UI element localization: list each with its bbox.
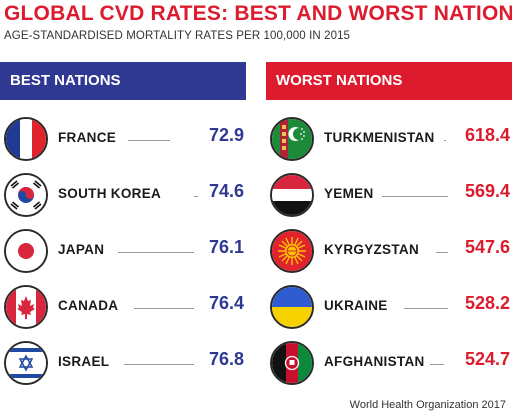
country-label: UKRAINE [324,298,388,313]
table-row: YEMEN 569.4 [270,173,510,219]
value-label: 547.6 [464,237,510,257]
leader-line [194,196,198,197]
leader-line [430,364,444,365]
value-label: 618.4 [464,125,510,145]
turkmenistan-flag-icon [270,117,314,161]
country-label: YEMEN [324,186,374,201]
value-label: 569.4 [464,181,510,201]
table-row: JAPAN 76.1 [4,229,244,275]
chart-subtitle: AGE-STANDARDISED MORTALITY RATES PER 100… [4,30,351,42]
country-label: ISRAEL [58,354,110,369]
leader-line [404,308,448,309]
table-row: AFGHANISTAN 524.7 [270,341,510,387]
worst-nations-header: WORST NATIONS [266,62,512,100]
value-label: 76.8 [208,349,244,369]
leader-line [124,364,194,365]
country-label: AFGHANISTAN [324,354,425,369]
leader-line [444,140,446,141]
country-label: KYRGYZSTAN [324,242,420,257]
country-label: CANADA [58,298,119,313]
value-label: 74.6 [208,181,244,201]
leader-line [134,308,194,309]
table-row: FRANCE 72.9 [4,117,244,163]
table-row: SOUTH KOREA 74.6 [4,173,244,219]
table-row: TURKMENISTAN 618.4 [270,117,510,163]
country-label: JAPAN [58,242,105,257]
value-label: 76.1 [208,237,244,257]
france-flag-icon [4,117,48,161]
table-row: UKRAINE 528.2 [270,285,510,331]
leader-line [118,252,194,253]
canada-flag-icon [4,285,48,329]
israel-flag-icon [4,341,48,385]
afghanistan-flag-icon [270,341,314,385]
south-korea-flag-icon [4,173,48,217]
value-label: 72.9 [208,125,244,145]
country-label: TURKMENISTAN [324,130,435,145]
leader-line [382,196,448,197]
leader-line [436,252,448,253]
ukraine-flag-icon [270,285,314,329]
best-nations-header: BEST NATIONS [0,62,246,100]
table-row: CANADA 76.4 [4,285,244,331]
yemen-flag-icon [270,173,314,217]
source-note: World Health Organization 2017 [349,399,506,411]
chart-title: GLOBAL CVD RATES: BEST AND WORST NATIONS [4,2,512,25]
table-row: ISRAEL 76.8 [4,341,244,387]
japan-flag-icon [4,229,48,273]
leader-line [128,140,170,141]
country-label: SOUTH KOREA [58,186,162,201]
table-row: KYRGYZSTAN 547.6 [270,229,510,275]
country-label: FRANCE [58,130,117,145]
value-label: 524.7 [464,349,510,369]
kyrgyzstan-flag-icon [270,229,314,273]
value-label: 528.2 [464,293,510,313]
value-label: 76.4 [208,293,244,313]
